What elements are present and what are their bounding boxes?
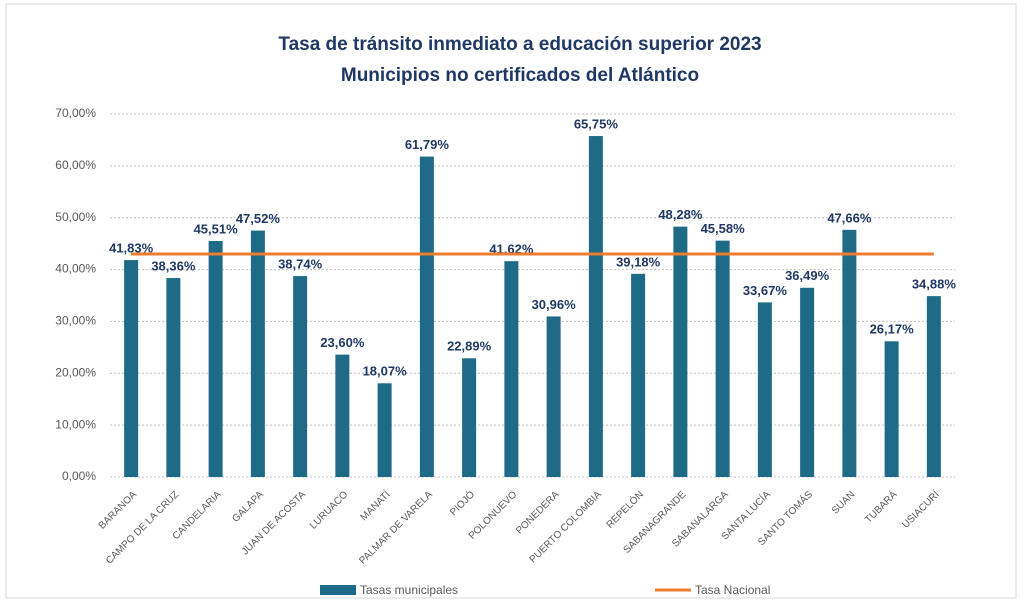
data-label: 65,75%	[574, 116, 619, 131]
data-label: 38,74%	[278, 257, 323, 272]
bar	[715, 240, 730, 477]
data-label: 26,17%	[870, 322, 915, 337]
y-tick-label: 70,00%	[55, 106, 96, 120]
chart-title: Tasa de tránsito inmediato a educación s…	[278, 34, 761, 55]
bar	[462, 358, 477, 477]
data-label: 23,60%	[320, 335, 365, 350]
chart-subtitle: Municipios no certificados del Atlántico	[341, 65, 699, 86]
data-label: 36,49%	[785, 268, 830, 283]
data-label: 30,96%	[532, 297, 577, 312]
legend-label: Tasas municipales	[360, 583, 458, 597]
bar	[293, 276, 308, 477]
y-tick-label: 10,00%	[55, 417, 96, 431]
y-tick-label: 60,00%	[55, 158, 96, 172]
y-tick-label: 30,00%	[55, 314, 96, 328]
bar	[166, 278, 181, 477]
bar	[842, 229, 857, 477]
bar	[419, 156, 434, 477]
data-label: 33,67%	[743, 283, 788, 298]
bar	[757, 302, 772, 477]
bar	[800, 287, 815, 477]
y-tick-label: 50,00%	[55, 210, 96, 224]
bar	[377, 383, 392, 477]
bar	[926, 296, 941, 477]
y-tick-label: 20,00%	[55, 365, 96, 379]
data-label: 45,58%	[701, 221, 746, 236]
data-label: 61,79%	[405, 137, 450, 152]
bar	[124, 260, 139, 477]
data-label: 38,36%	[151, 259, 196, 274]
data-label: 34,88%	[912, 277, 957, 292]
legend-label: Tasa Nacional	[695, 583, 770, 597]
data-label: 22,89%	[447, 339, 492, 354]
data-label: 18,07%	[363, 364, 408, 379]
y-tick-label: 0,00%	[62, 469, 96, 483]
bar	[250, 230, 265, 477]
data-label: 39,18%	[616, 254, 661, 269]
bar	[673, 226, 688, 477]
bar	[631, 273, 646, 477]
legend-swatch	[320, 585, 356, 595]
bar	[208, 240, 223, 477]
data-label: 48,28%	[658, 207, 703, 222]
data-label: 47,66%	[827, 210, 872, 225]
data-label: 45,51%	[194, 221, 239, 236]
bar	[588, 136, 603, 477]
bar	[546, 316, 561, 477]
data-label: 41,83%	[109, 241, 154, 256]
bar	[335, 354, 350, 477]
data-label: 47,52%	[236, 211, 281, 226]
bar	[504, 261, 519, 477]
y-tick-label: 40,00%	[55, 262, 96, 276]
bar	[884, 341, 899, 477]
